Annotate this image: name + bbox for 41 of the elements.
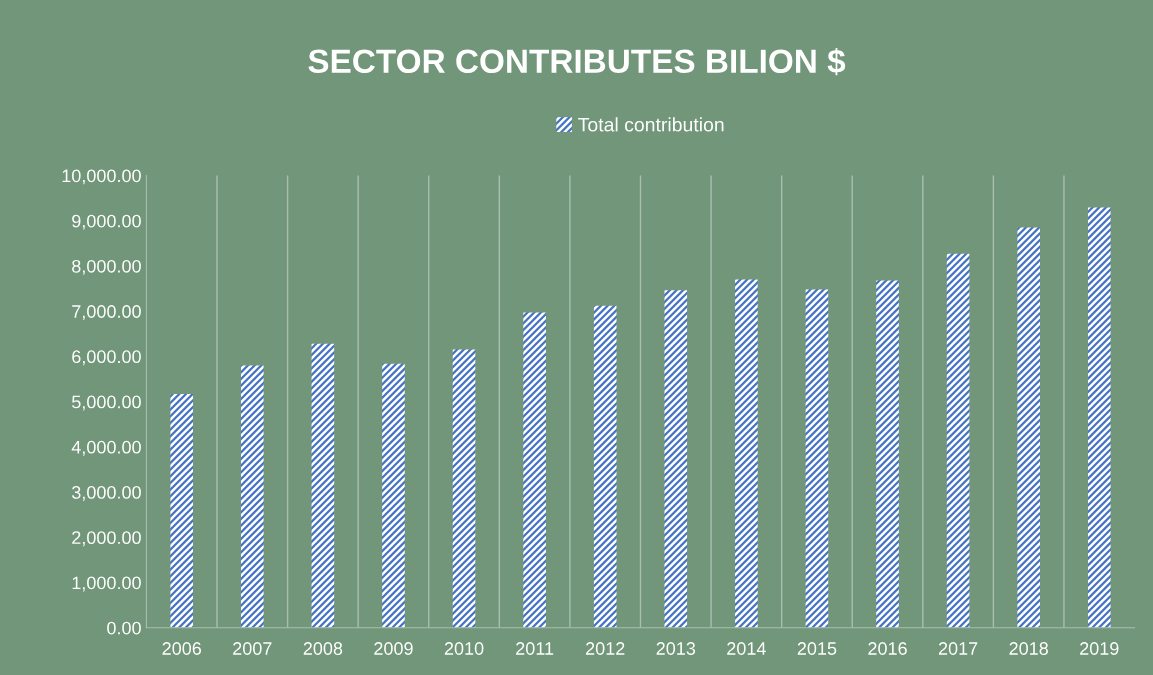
x-tick-label: 2011	[516, 642, 554, 655]
y-tick-label: 4,000.00	[71, 440, 141, 456]
bar	[946, 253, 970, 628]
y-tick-label: 9,000.00	[72, 214, 141, 230]
bar	[452, 349, 476, 628]
y-tick-label: 8,000.00	[72, 259, 141, 275]
x-tick-label: 2010	[444, 642, 484, 655]
legend-label: Total contribution	[578, 117, 724, 132]
bar	[664, 290, 688, 628]
bar	[805, 289, 829, 628]
x-tick-label: 2015	[797, 642, 837, 655]
bar	[593, 305, 617, 628]
y-tick-label: 7,000.00	[72, 305, 141, 321]
x-tick-label: 2016	[868, 642, 907, 655]
x-tick-label: 2007	[233, 642, 272, 655]
bar	[241, 365, 264, 628]
y-tick-label: 2,000.00	[72, 531, 141, 547]
y-tick-label: 10,000.00	[62, 169, 141, 185]
y-tick-label: 3,000.00	[71, 486, 141, 501]
y-tick-label: 1,000.00	[72, 576, 141, 592]
x-tick-label: 2018	[1009, 642, 1048, 655]
y-tick-label: 5,000.00	[72, 395, 141, 411]
x-tick-label: 2014	[727, 642, 766, 655]
x-tick-label: 2012	[586, 642, 625, 655]
x-tick-label: 2019	[1080, 642, 1119, 655]
bar	[735, 279, 758, 628]
bar	[170, 393, 194, 628]
x-tick-label: 2006	[162, 642, 202, 655]
bar	[876, 280, 899, 628]
y-tick-label: 6,000.00	[72, 350, 141, 366]
bar	[311, 343, 335, 628]
bar	[1087, 207, 1111, 628]
x-tick-label: 2013	[656, 642, 696, 655]
bar	[382, 363, 405, 628]
y-tick-label: 0.00	[107, 621, 141, 635]
chart-title: SECTOR CONTRIBUTES BILION $	[308, 48, 846, 76]
bar	[1017, 227, 1040, 628]
x-tick-label: 2009	[374, 642, 413, 655]
bar	[523, 312, 546, 628]
x-tick-label: 2017	[938, 642, 978, 655]
x-tick-label: 2008	[303, 642, 343, 655]
